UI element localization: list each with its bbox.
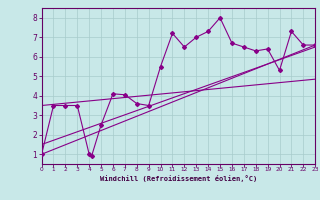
X-axis label: Windchill (Refroidissement éolien,°C): Windchill (Refroidissement éolien,°C) bbox=[100, 175, 257, 182]
